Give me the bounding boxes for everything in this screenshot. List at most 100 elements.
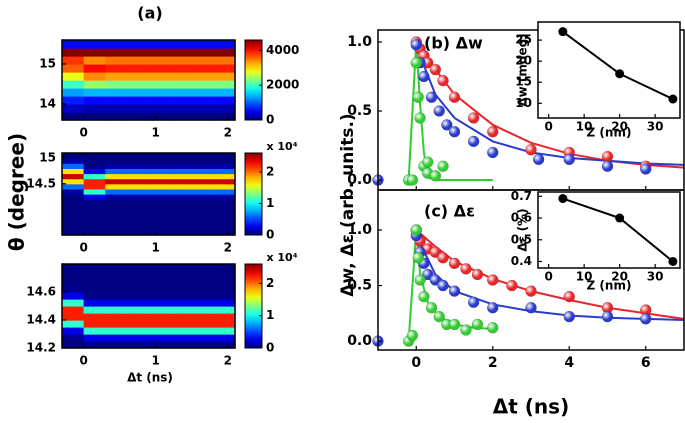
colorbar-tick-label: 2 [266,164,274,178]
heatmap-cell [170,158,193,164]
heatmap-cell [62,80,85,89]
heatmap-cell [126,320,150,328]
heatmap-cell [170,88,193,97]
heatmap-cell [126,299,150,307]
y-axis-label: θ (degree) [5,133,29,251]
heatmap-cell [213,199,236,205]
heatmap-cell [170,183,193,190]
heatmap-cell [148,88,171,97]
heatmap-cell [62,209,85,216]
x-tick-label: 2 [224,241,232,255]
heatmap-cell [213,271,236,279]
heatmap-cell [62,313,85,321]
heatmap-cell [126,229,150,236]
heatmap-cell [191,48,214,57]
heatmap-cell [148,327,171,335]
data-point [487,274,499,286]
heatmap-cell [213,334,236,342]
heatmap-cell [105,327,128,335]
heatmap-cell [83,313,106,321]
heatmap-cell [191,153,214,159]
heatmap-cell [170,204,193,210]
y-tick-label: 0.5 [511,232,532,246]
data-point [410,39,422,51]
x-axis-label: Z (nm) [587,279,632,293]
heatmap-cell [105,204,128,210]
heatmap-cell [170,320,193,328]
heatmap-cell [191,80,214,89]
heatmap-cell [105,299,128,307]
x-tick-label: 0 [79,126,87,140]
heatmap-cell [126,80,150,89]
heatmap-cell [170,341,193,349]
heatmap-cell [148,341,171,349]
heatmap-cell [62,173,85,180]
colorbar-tick-label: 0 [266,113,274,127]
colorbar-tick-label: 2000 [266,78,299,92]
heatmap-cell [191,158,214,164]
heatmap-cell [83,209,106,216]
heatmap-cell [83,194,106,200]
data-point [448,125,461,138]
heatmap-cell [148,64,171,73]
heatmap-cell [83,204,106,210]
heatmap-cell [191,264,214,272]
heatmap-cell [191,306,214,314]
heatmap-cell [213,224,236,231]
heatmap-cell [62,285,85,293]
y-tick-label: 0.4 [511,254,532,268]
data-point [414,112,426,124]
data-point [532,153,545,166]
data-point [487,322,499,334]
x-tick-label: 0 [544,270,552,284]
data-point [429,63,442,76]
y-tick-label: 0.5 [347,103,372,119]
heatmap-cell [83,271,106,279]
x-tick-label: 2 [224,126,232,140]
heatmap-cell [105,285,128,293]
heatmap-cell [148,219,171,226]
x-tick-label: 4 [564,355,574,371]
heatmap-cell [62,264,85,272]
heatmap-cell [83,88,106,97]
heatmap-cell [126,313,150,321]
heatmap-cell [105,341,128,349]
heatmap-cell [170,306,193,314]
heatmap-cell [148,278,171,286]
x-tick-label: 0 [79,354,87,368]
heatmap-cell [83,178,106,185]
heatmap-cell [126,64,150,73]
heatmap-cell [62,158,85,164]
x-tick-label: 10 [576,270,593,284]
heatmap-cell [105,96,128,105]
heatmap-cell [191,183,214,190]
x-tick-label: 1 [152,354,160,368]
x-tick-label: 1 [152,241,160,255]
heatmap-cell [148,173,171,180]
y-axis-label: Δw, Δε (arb. units.) [338,113,358,296]
heatmap-cell [105,229,128,236]
heatmap-cell [83,229,106,236]
heatmap-cell [191,40,214,49]
y-tick-label: 0.0 [347,172,372,188]
heatmap-cell [62,48,85,57]
heatmap-cell [105,188,128,195]
colorbar-tick-label: 4000 [266,43,299,57]
data-point [467,135,480,148]
heatmap-cell [191,112,214,121]
colorbar [244,39,263,121]
heatmap-cell [105,104,128,113]
heatmap-cell [170,229,193,236]
heatmap-cell [148,96,171,105]
data-point [429,246,442,258]
heatmap-cell [213,112,236,121]
heatmap-cell [191,104,214,113]
heatmap-cell [105,88,128,97]
x-tick-label: 30 [647,120,664,134]
heatmap-cell [191,341,214,349]
heatmap-cell [83,285,106,293]
heatmap-cell [191,178,214,185]
heatmap-cell [126,341,150,349]
heatmap-cell [105,183,128,190]
